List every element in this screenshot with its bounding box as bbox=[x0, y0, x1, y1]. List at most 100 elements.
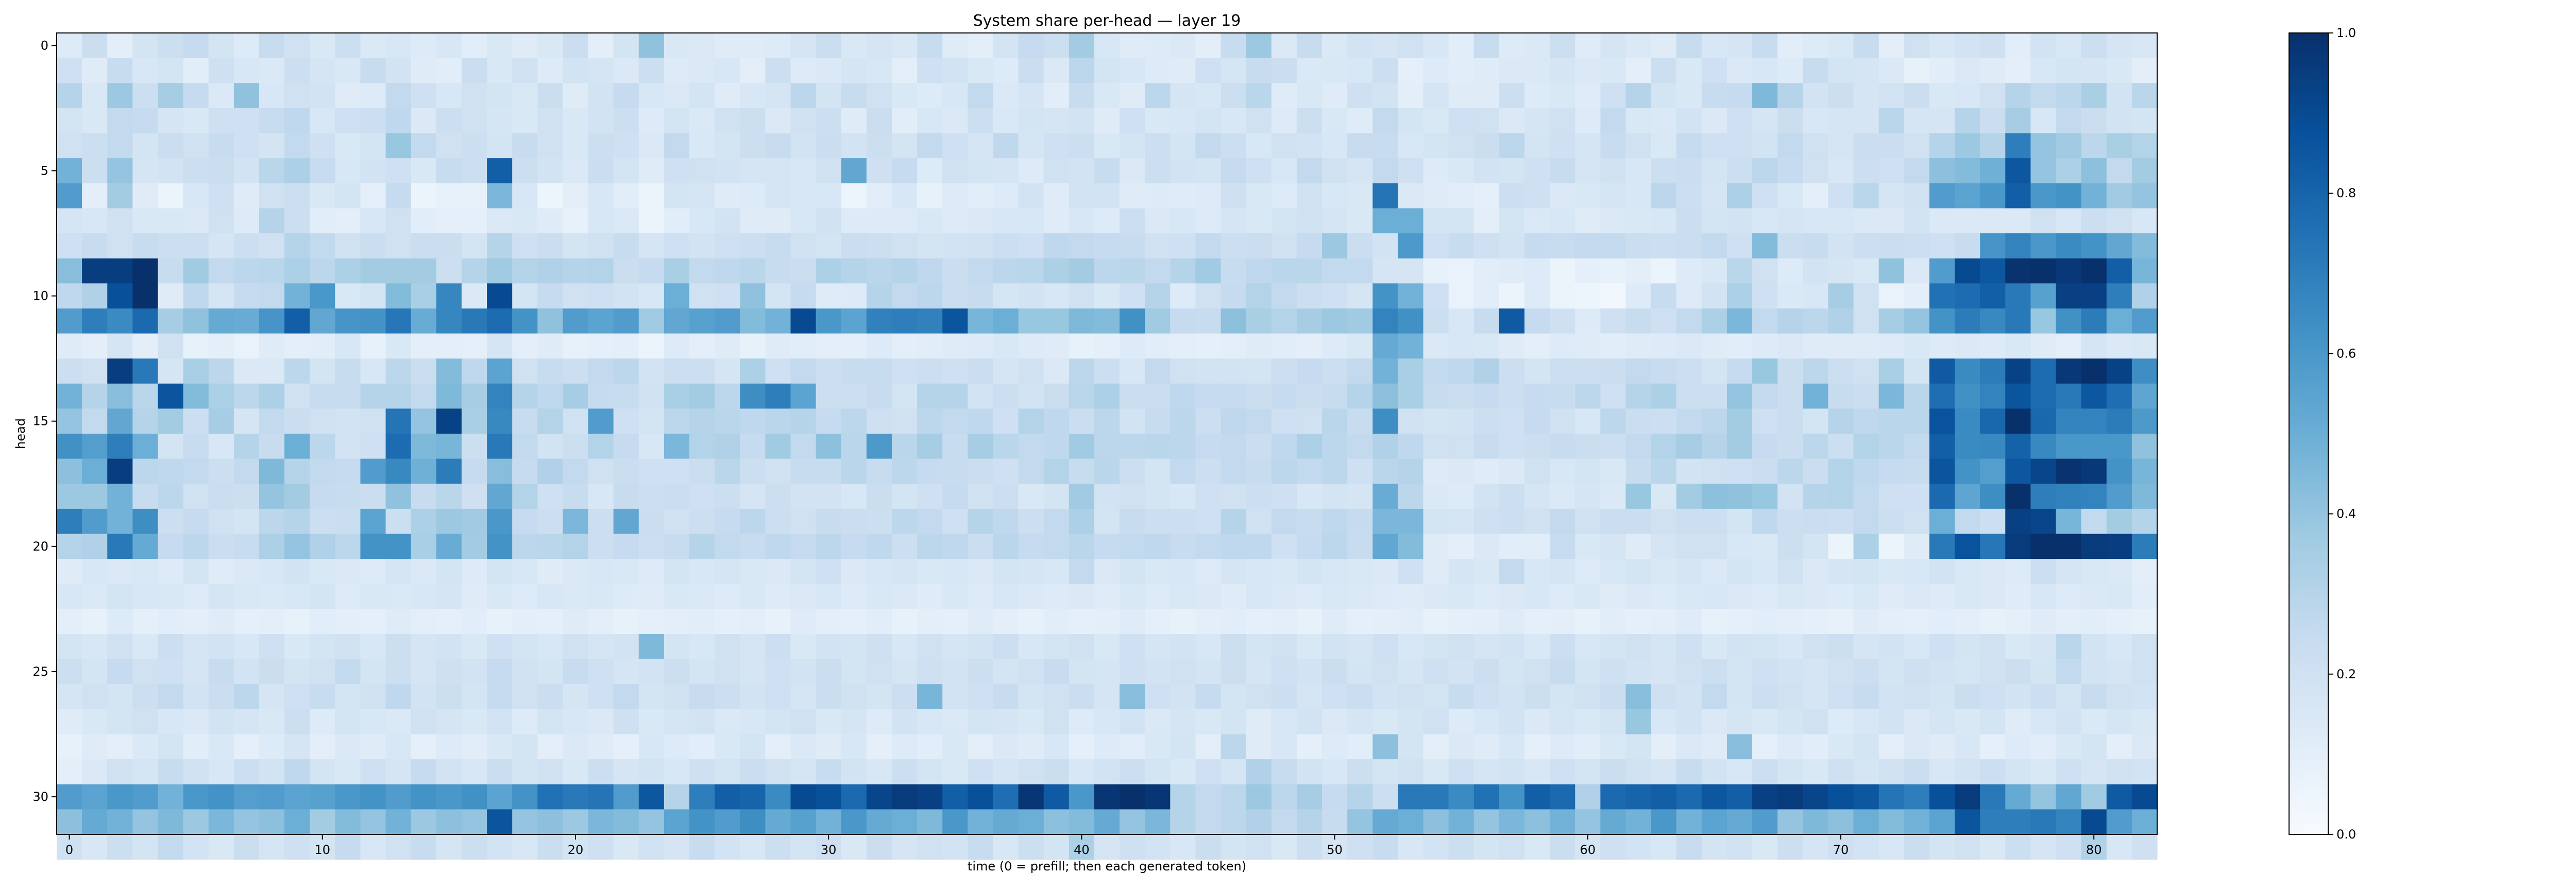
heatmap-cell bbox=[1398, 458, 1424, 484]
heatmap-cell bbox=[158, 208, 184, 234]
heatmap-cell bbox=[487, 809, 513, 835]
heatmap-cell bbox=[1980, 458, 2006, 484]
heatmap-cell bbox=[2131, 584, 2158, 609]
heatmap-cell bbox=[1246, 634, 1272, 660]
heatmap-cell bbox=[1929, 659, 1955, 684]
heatmap-cell bbox=[233, 508, 260, 535]
heatmap-cell bbox=[1625, 434, 1652, 459]
heatmap-cell bbox=[2131, 434, 2158, 459]
heatmap-cell bbox=[1069, 809, 1095, 835]
heatmap-cell bbox=[512, 534, 538, 559]
heatmap-cell bbox=[1853, 33, 1879, 59]
heatmap-cell bbox=[664, 333, 690, 359]
heatmap-cell bbox=[1398, 58, 1424, 83]
heatmap-cell bbox=[740, 108, 766, 134]
heatmap-cell bbox=[866, 133, 892, 159]
heatmap-cell bbox=[360, 508, 386, 535]
heatmap-cell bbox=[1271, 484, 1297, 509]
heatmap-cell bbox=[1347, 559, 1373, 585]
heatmap-cell bbox=[1473, 383, 1500, 409]
heatmap-cell bbox=[891, 258, 918, 284]
heatmap-cell bbox=[563, 634, 589, 660]
heatmap-cell bbox=[57, 634, 82, 660]
heatmap-cell bbox=[1246, 58, 1272, 83]
heatmap-cell bbox=[233, 634, 260, 660]
heatmap-cell bbox=[1676, 834, 1702, 860]
heatmap-cell bbox=[891, 609, 918, 635]
heatmap-cell bbox=[1448, 684, 1475, 710]
heatmap-cell bbox=[790, 508, 817, 535]
heatmap-cell bbox=[284, 83, 310, 109]
heatmap-cell bbox=[436, 208, 462, 234]
heatmap-cell bbox=[740, 684, 766, 710]
heatmap-cell bbox=[1448, 158, 1475, 184]
heatmap-cell bbox=[335, 58, 361, 83]
heatmap-cell bbox=[1043, 609, 1070, 635]
heatmap-cell bbox=[689, 133, 715, 159]
heatmap-cell bbox=[790, 434, 817, 459]
heatmap-cell bbox=[1018, 133, 1044, 159]
heatmap-cell bbox=[2131, 208, 2158, 234]
heatmap-cell bbox=[1550, 734, 1575, 760]
heatmap-cell bbox=[715, 759, 740, 785]
heatmap-cell bbox=[1726, 258, 1753, 284]
heatmap-cell bbox=[1094, 333, 1120, 359]
heatmap-cell bbox=[1398, 283, 1424, 309]
heatmap-cell bbox=[638, 58, 665, 83]
heatmap-cell bbox=[1651, 759, 1677, 785]
heatmap-cell bbox=[765, 659, 791, 684]
heatmap-cell bbox=[1777, 258, 1803, 284]
heatmap-cell bbox=[1473, 358, 1500, 384]
heatmap-cell bbox=[537, 133, 564, 159]
heatmap-cell bbox=[1853, 408, 1879, 434]
heatmap-cell bbox=[1296, 584, 1323, 609]
heatmap-cell bbox=[841, 584, 867, 609]
heatmap-cell bbox=[487, 609, 513, 635]
heatmap-cell bbox=[1170, 233, 1196, 259]
heatmap-cell bbox=[1296, 434, 1323, 459]
heatmap-cell bbox=[1625, 258, 1652, 284]
heatmap-cell bbox=[638, 684, 665, 710]
heatmap-cell bbox=[563, 233, 589, 259]
heatmap-cell bbox=[183, 634, 209, 660]
heatmap-cell bbox=[82, 333, 108, 359]
heatmap-cell bbox=[461, 108, 487, 134]
heatmap-cell bbox=[1170, 208, 1196, 234]
heatmap-cell bbox=[740, 784, 766, 810]
heatmap-cell bbox=[613, 33, 639, 59]
heatmap-cell bbox=[1473, 484, 1500, 509]
heatmap-cell bbox=[1701, 434, 1727, 459]
heatmap-cell bbox=[310, 33, 335, 59]
heatmap-cell bbox=[2005, 684, 2031, 710]
heatmap-cell bbox=[132, 659, 159, 684]
heatmap-cell bbox=[1221, 784, 1247, 810]
heatmap-cell bbox=[765, 408, 791, 434]
heatmap-cell bbox=[588, 33, 614, 59]
heatmap-cell bbox=[664, 183, 690, 209]
heatmap-cell bbox=[487, 559, 513, 585]
heatmap-cell bbox=[259, 584, 285, 609]
heatmap-cell bbox=[1246, 584, 1272, 609]
heatmap-cell bbox=[790, 233, 817, 259]
heatmap-cell bbox=[1980, 559, 2006, 585]
heatmap-cell bbox=[790, 809, 817, 835]
heatmap-cell bbox=[1955, 834, 1980, 860]
heatmap-cell bbox=[57, 333, 82, 359]
heatmap-cell bbox=[1575, 809, 1601, 835]
heatmap-cell bbox=[841, 484, 867, 509]
heatmap-cell bbox=[942, 559, 968, 585]
heatmap-cell bbox=[2081, 233, 2107, 259]
heatmap-cell bbox=[335, 759, 361, 785]
heatmap-cell bbox=[335, 484, 361, 509]
heatmap-cell bbox=[2056, 83, 2082, 109]
heatmap-cell bbox=[715, 158, 740, 184]
heatmap-cell bbox=[1170, 458, 1196, 484]
heatmap-cell bbox=[1473, 609, 1500, 635]
heatmap-cell bbox=[917, 809, 943, 835]
heatmap-cell bbox=[1322, 158, 1348, 184]
heatmap-cell bbox=[1322, 684, 1348, 710]
x-tick-label: 70 bbox=[1833, 843, 1849, 857]
heatmap-cell bbox=[335, 534, 361, 559]
heatmap-cell bbox=[968, 283, 994, 309]
heatmap-cell bbox=[613, 83, 639, 109]
